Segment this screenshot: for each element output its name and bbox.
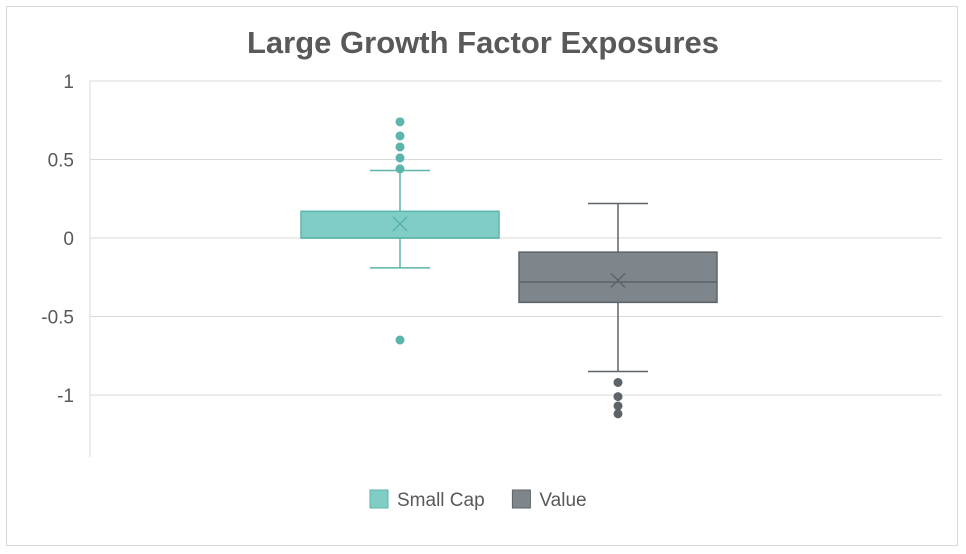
legend-label: Value [539, 490, 586, 511]
legend-swatch [511, 489, 531, 509]
y-tick-label: -0.5 [41, 308, 74, 329]
box-plots [300, 117, 718, 419]
legend-item-value: Value [511, 489, 587, 511]
y-tick-label: 1 [63, 72, 74, 93]
mean-marker [392, 216, 408, 232]
grid-lines [90, 80, 942, 396]
y-tick-label: 0 [63, 229, 74, 250]
chart-svg: Large Growth Factor Exposures 1 0.5 0 -0.5 -… [41, 25, 942, 511]
outlier-point [613, 392, 623, 402]
outlier-point [613, 401, 623, 411]
outlier-point [395, 117, 405, 127]
outlier-point [395, 335, 405, 345]
box-plot-small-cap [300, 117, 500, 345]
box-plot-value [518, 202, 718, 419]
outlier-point [613, 377, 623, 387]
y-tick-label: 0.5 [48, 151, 74, 172]
legend-item-small-cap: Small Cap [369, 489, 485, 511]
legend: Small Cap Value [369, 489, 587, 511]
chart-title: Large Growth Factor Exposures [247, 25, 719, 60]
legend-swatch [369, 489, 389, 509]
outlier-point [395, 131, 405, 141]
mean-marker [610, 272, 626, 288]
legend-label: Small Cap [397, 490, 485, 511]
outlier-point [395, 153, 405, 163]
chart-frame: Large Growth Factor Exposures 1 0.5 0 -0.5 -… [6, 6, 958, 546]
y-tick-label: -1 [57, 386, 74, 407]
y-axis: 1 0.5 0 -0.5 -1 [41, 72, 91, 457]
outlier-point [395, 142, 405, 152]
box [518, 251, 718, 304]
outlier-point [395, 164, 405, 174]
outlier-point [613, 409, 623, 419]
